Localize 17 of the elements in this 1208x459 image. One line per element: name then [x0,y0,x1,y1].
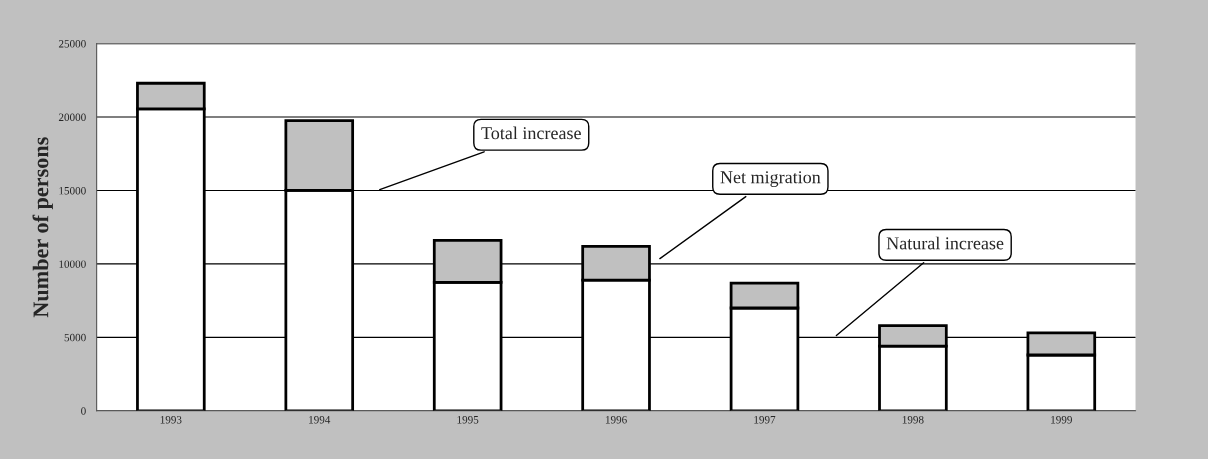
x-tick-label: 1993 [160,416,182,424]
x-tick-label: 1996 [605,416,627,424]
y-tick-label: 5000 [64,333,86,342]
annotation: Natural increase [886,236,1004,250]
x-tick-label: 1998 [902,415,924,424]
y-tick-label: 20000 [58,113,86,122]
y-tick-label: 25000 [58,40,86,48]
y-axis-title: Number of persons [32,137,53,318]
x-tick-label: 1995 [457,416,479,424]
x-tick-label: 1999 [1051,416,1072,424]
y-tick-label: 10000 [59,260,86,268]
annotation: Total increase [481,126,581,140]
x-tick-label: 1994 [309,416,331,424]
annotation: Net migration [720,171,821,188]
x-tick-label: 1997 [754,416,776,424]
y-tick-label: 15000 [59,186,86,195]
y-tick-label: 0 [81,407,86,415]
